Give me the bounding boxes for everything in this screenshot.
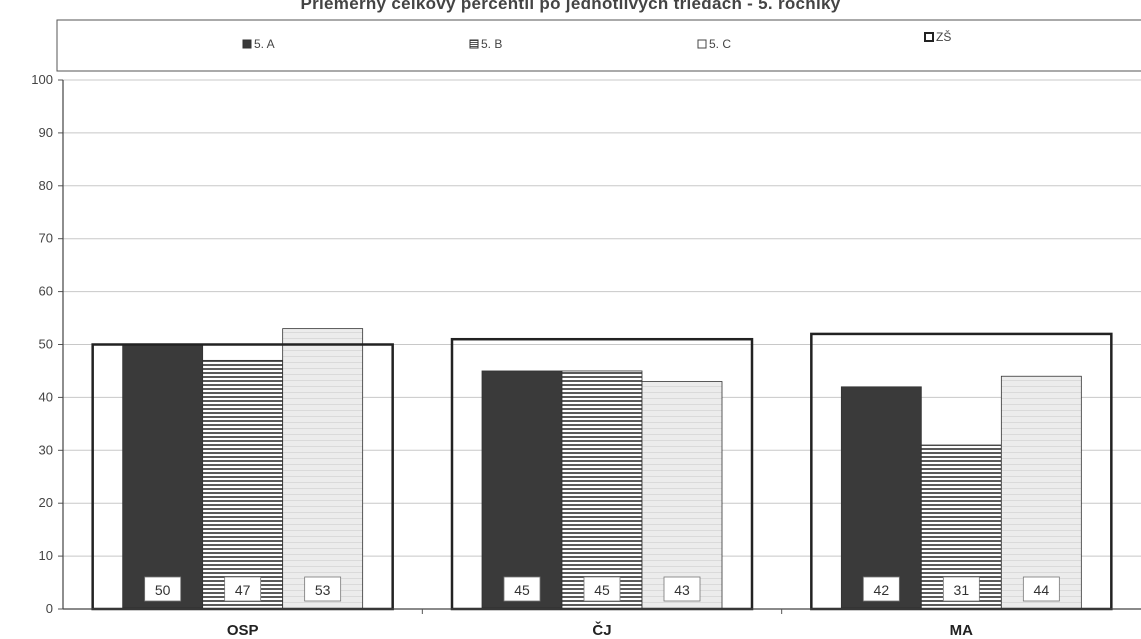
data-label: 43 [674, 582, 690, 598]
legend-label: ZŠ [936, 29, 951, 44]
bar [202, 359, 284, 610]
legend-label: 5. A [254, 37, 275, 51]
bars [122, 328, 1082, 610]
data-label: 42 [874, 582, 890, 598]
data-label: 45 [594, 582, 610, 598]
x-tick-label: ČJ [592, 621, 611, 639]
y-tick-label: 10 [39, 548, 53, 563]
bar [561, 370, 643, 610]
chart-title: Priemerný celkový percentil po jednotliv… [300, 0, 841, 13]
y-tick-label: 60 [39, 284, 53, 299]
legend-swatch [697, 39, 707, 49]
bar [1000, 375, 1082, 610]
bar [122, 344, 204, 610]
data-label-box [304, 576, 342, 602]
data-label: 47 [235, 582, 251, 598]
y-tick-label: 50 [39, 337, 53, 352]
bar [282, 328, 364, 610]
legend-swatch [469, 39, 479, 49]
data-label: 44 [1034, 582, 1050, 598]
x-axis: OSP ČJ MA [63, 608, 1141, 639]
legend: 5. A 5. B 5. C ZŠ [242, 29, 951, 51]
data-label-box [503, 576, 541, 602]
y-tick-label: 70 [39, 231, 53, 246]
y-tick-label: 40 [39, 389, 53, 404]
x-tick-label: MA [950, 622, 973, 639]
y-axis: 0 10 20 30 40 50 60 70 80 90 100 [31, 72, 64, 616]
legend-swatch [242, 39, 252, 49]
data-label-box [663, 576, 701, 602]
y-tick-label: 80 [39, 178, 53, 193]
data-label-box [144, 576, 182, 602]
legend-label: 5. B [481, 37, 502, 51]
legend-box [56, 19, 1141, 72]
legend-swatch [924, 32, 934, 42]
data-label: 50 [155, 582, 171, 598]
bar [481, 370, 563, 610]
y-tick-label: 90 [39, 125, 53, 140]
y-tick-label: 0 [46, 601, 53, 616]
data-label-box [862, 576, 900, 602]
data-label: 31 [954, 582, 970, 598]
data-label: 45 [514, 582, 530, 598]
data-label-box [583, 576, 621, 602]
y-tick-label: 20 [39, 495, 53, 510]
data-label-box [942, 576, 980, 602]
bar [840, 386, 922, 610]
data-label-box [224, 576, 262, 602]
bar [641, 381, 723, 610]
value-labels: 50 47 53 45 45 43 42 31 44 [144, 576, 1060, 602]
y-tick-label: 100 [31, 72, 53, 87]
data-label: 53 [315, 582, 331, 598]
data-label-box [1022, 576, 1060, 602]
legend-label: 5. C [709, 37, 731, 51]
x-tick-label: OSP [227, 622, 259, 639]
y-tick-label: 30 [39, 442, 53, 457]
